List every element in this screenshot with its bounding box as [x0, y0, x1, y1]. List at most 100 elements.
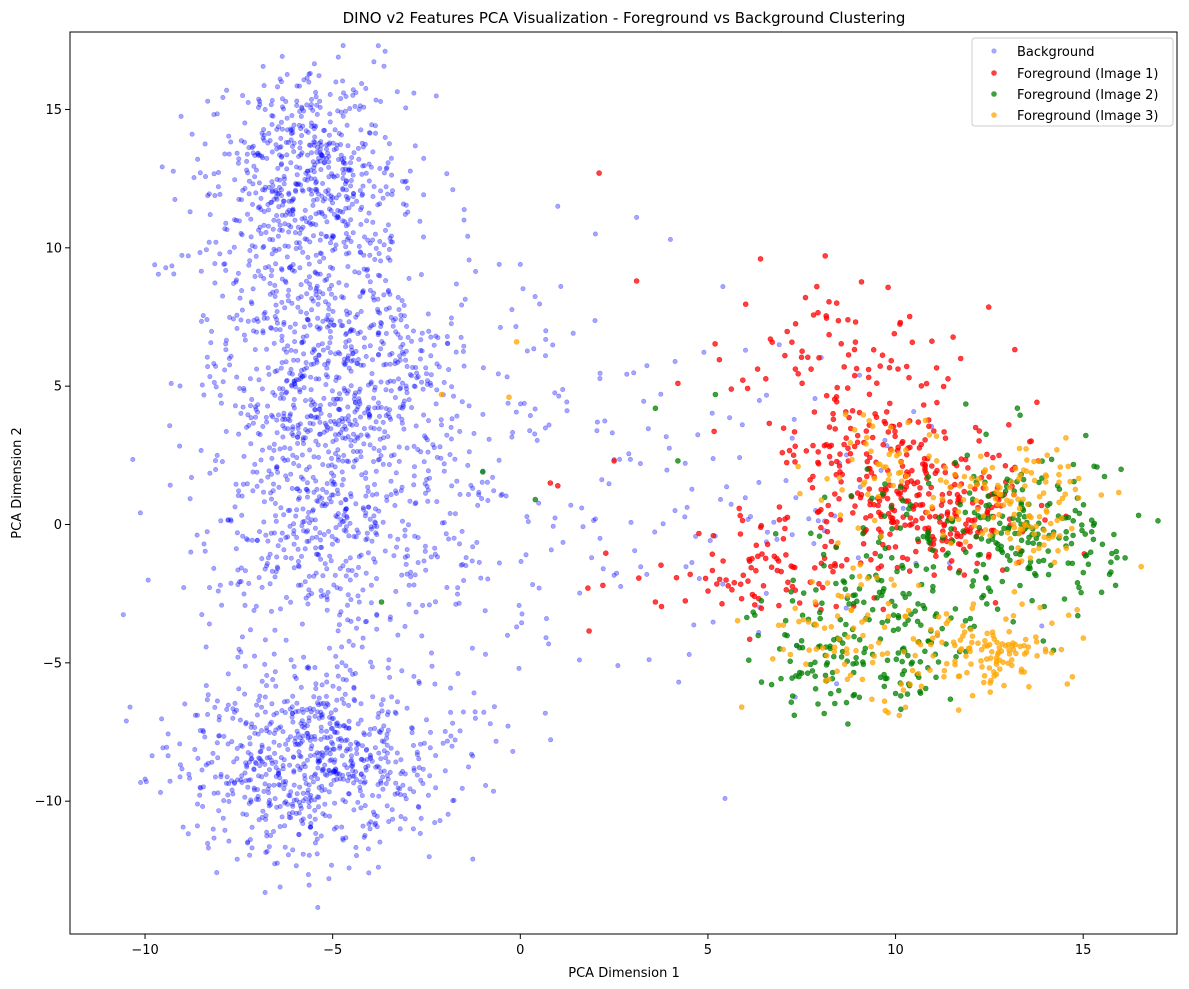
scatter-point — [294, 791, 300, 797]
scatter-point — [167, 423, 173, 429]
scatter-point — [284, 389, 290, 395]
scatter-point — [799, 348, 805, 355]
scatter-point — [350, 327, 356, 333]
scatter-point — [285, 416, 291, 422]
scatter-point — [408, 338, 414, 344]
scatter-point — [248, 724, 254, 730]
scatter-point — [356, 243, 362, 249]
scatter-point — [742, 301, 749, 308]
scatter-point — [413, 609, 419, 615]
scatter-point — [293, 164, 299, 170]
scatter-point — [266, 185, 272, 191]
scatter-point — [420, 602, 426, 608]
scatter-point — [456, 541, 462, 547]
scatter-point — [211, 361, 217, 367]
scatter-point — [368, 425, 374, 431]
scatter-point — [279, 104, 285, 110]
scatter-point — [339, 156, 345, 162]
scatter-point — [233, 481, 239, 487]
x-tick-label: 15 — [1075, 943, 1092, 958]
scatter-point — [853, 654, 859, 661]
scatter-point — [1108, 559, 1114, 566]
scatter-point — [318, 139, 324, 145]
scatter-point — [937, 477, 944, 483]
scatter-point — [356, 270, 362, 276]
scatter-point — [328, 319, 334, 325]
scatter-point — [348, 167, 354, 173]
scatter-point — [343, 331, 349, 337]
scatter-point — [813, 646, 820, 652]
scatter-point — [960, 623, 966, 629]
scatter-point — [265, 365, 271, 371]
scatter-point — [314, 357, 320, 363]
scatter-point — [256, 817, 262, 823]
scatter-point — [335, 736, 341, 742]
scatter-point — [941, 673, 947, 680]
scatter-point — [906, 313, 913, 320]
scatter-point — [360, 823, 366, 829]
scatter-point — [225, 702, 231, 708]
scatter-point — [370, 459, 376, 465]
scatter-point — [376, 710, 382, 716]
scatter-point — [305, 735, 311, 741]
scatter-point — [358, 207, 364, 213]
scatter-point — [389, 807, 395, 813]
scatter-point — [309, 535, 315, 541]
scatter-point — [375, 332, 381, 338]
scatter-point — [296, 832, 302, 838]
scatter-point — [255, 105, 261, 111]
scatter-point — [342, 361, 348, 367]
scatter-point — [864, 612, 871, 618]
scatter-point — [1033, 634, 1039, 640]
scatter-point — [302, 764, 308, 770]
scatter-point — [272, 861, 278, 867]
scatter-point — [181, 585, 187, 591]
scatter-point — [242, 337, 248, 343]
scatter-point — [244, 167, 250, 173]
scatter-point — [975, 640, 981, 647]
scatter-point — [340, 426, 346, 432]
scatter-point — [1068, 540, 1075, 547]
scatter-point — [531, 346, 537, 352]
scatter-point — [302, 236, 308, 242]
scatter-point — [312, 355, 318, 361]
scatter-point — [269, 199, 275, 205]
scatter-point — [1039, 623, 1045, 629]
scatter-point — [180, 824, 186, 830]
scatter-point — [788, 699, 795, 706]
scatter-point — [326, 528, 332, 534]
scatter-point — [707, 538, 713, 544]
scatter-point — [1074, 579, 1081, 586]
scatter-point — [247, 258, 253, 264]
scatter-point — [821, 442, 828, 449]
scatter-point — [297, 753, 303, 759]
scatter-point — [386, 462, 392, 468]
scatter-point — [803, 661, 809, 667]
scatter-point — [410, 328, 416, 334]
scatter-point — [343, 506, 349, 512]
scatter-point — [337, 743, 343, 749]
scatter-point — [342, 691, 348, 697]
scatter-point — [985, 538, 992, 544]
scatter-point — [332, 768, 338, 774]
scatter-point — [841, 441, 847, 448]
scatter-point — [987, 689, 994, 695]
scatter-point — [961, 488, 968, 495]
scatter-point — [271, 730, 277, 736]
scatter-point — [479, 496, 485, 502]
scatter-point — [348, 183, 354, 189]
scatter-point — [895, 626, 902, 632]
scatter-point — [385, 759, 391, 765]
scatter-point — [969, 692, 976, 699]
scatter-point — [993, 661, 1000, 668]
scatter-point — [864, 491, 871, 498]
scatter-point — [289, 198, 295, 204]
scatter-point — [278, 119, 284, 125]
scatter-point — [270, 414, 276, 420]
scatter-point — [375, 202, 381, 208]
scatter-point — [179, 766, 185, 772]
scatter-point — [998, 547, 1005, 554]
scatter-point — [311, 361, 317, 367]
scatter-point — [255, 268, 261, 274]
scatter-point — [1011, 511, 1018, 518]
